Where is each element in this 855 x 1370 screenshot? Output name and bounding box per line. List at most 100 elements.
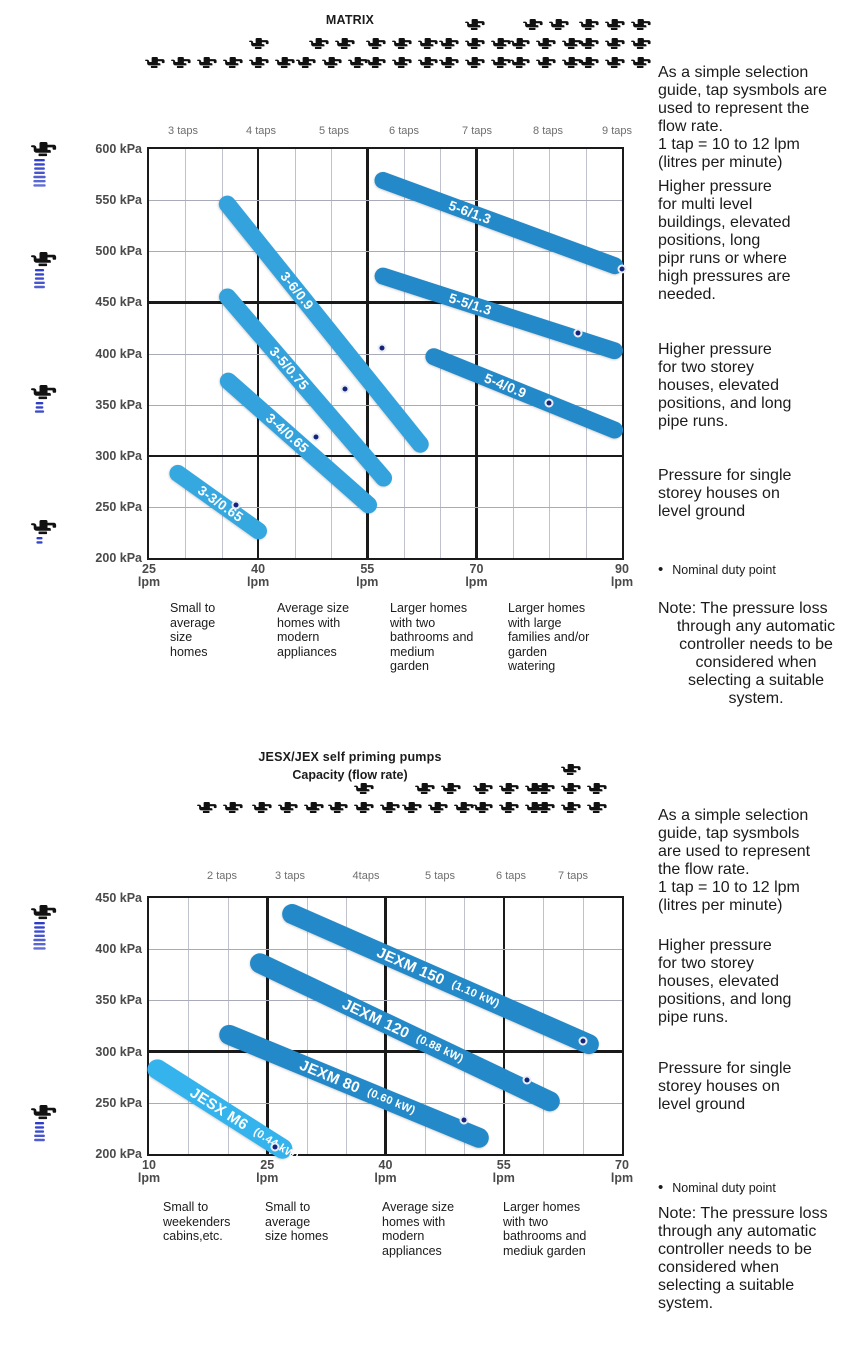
tap-count-label: 4 taps <box>246 125 276 137</box>
tap-icon <box>605 57 629 75</box>
x-axis-unit-label: lpm <box>374 1171 397 1186</box>
tap-icon <box>366 57 390 75</box>
tap-group-3: 3 taps <box>141 57 225 138</box>
tap-icon <box>439 38 463 56</box>
tap-icon <box>536 38 560 56</box>
tap-icon <box>454 802 478 820</box>
gridline-major-y <box>149 454 622 457</box>
tap-icon <box>561 764 585 782</box>
x-axis-tick-value: 70 <box>615 1158 629 1172</box>
curve-label: 3-5/0.75 <box>266 343 312 393</box>
gridline-minor-x <box>582 898 584 1154</box>
curve-label: JEXM 120 <box>340 995 413 1043</box>
tap-icon <box>562 38 586 56</box>
note-line: 1 tap = 10 to 12 lpm <box>658 879 800 896</box>
tap-icon <box>354 783 378 801</box>
tap-icon <box>491 38 515 56</box>
tap-icon <box>322 57 346 75</box>
gridline-minor-y <box>149 1000 622 1002</box>
tap-count-label: 9 taps <box>602 125 632 137</box>
tap-icon <box>605 38 629 56</box>
tap-icon <box>465 19 489 37</box>
tap-icon <box>428 802 452 820</box>
footnote-head: Note: The pressure loss <box>658 600 828 617</box>
nominal-duty-point <box>270 1142 280 1152</box>
curve-power-label: (0.88 kW) <box>414 1032 466 1066</box>
gridline-minor-x <box>424 898 426 1154</box>
chart2-legend: • Nominal duty point <box>658 1179 776 1196</box>
tap-group-4: 4taps <box>324 783 408 883</box>
nominal-duty-point <box>617 264 627 274</box>
tap-count-label: 3 taps <box>275 870 305 882</box>
tap-icon <box>380 802 404 820</box>
gridline-major-y <box>149 1050 622 1053</box>
tap-group-7: 7 taps <box>435 19 519 138</box>
x-axis-tick-value: 40 <box>378 1158 393 1172</box>
flow-indicator-tap-icon-1 <box>30 142 64 197</box>
y-axis-tick-label: 450 kPa <box>95 295 142 310</box>
tap-icon <box>278 802 302 820</box>
y-axis-tick-label: 600 kPa <box>95 142 142 156</box>
tap-group-5: 5 taps <box>292 38 376 138</box>
tap-icon <box>392 57 416 75</box>
curve-label: 3-6/0.9 <box>277 268 317 313</box>
tap-icon <box>223 57 247 75</box>
chart2-category-captions: Small to weekenders cabins,etc. Small to … <box>0 700 700 1258</box>
note-line: As a simple selection <box>658 807 809 824</box>
tap-icon <box>605 19 629 37</box>
tap-count-label: 5 taps <box>319 125 349 137</box>
pump-curve-band: 5-5/1.3 <box>371 265 625 362</box>
pump-curve-band: 5-4/0.9 <box>422 345 626 442</box>
gridline-minor-y <box>149 251 622 253</box>
x-axis-tick-label: 40 lpm <box>247 562 269 589</box>
tap-count-label: 6 taps <box>496 870 526 882</box>
duty-point-bullet-icon: • <box>658 561 664 578</box>
tap-icon <box>535 802 559 820</box>
nominal-duty-point <box>522 1075 532 1085</box>
tap-count-label: 2 taps <box>207 870 237 882</box>
tap-icon <box>348 57 372 75</box>
tap-icon <box>145 57 169 75</box>
x-axis-unit-label: lpm <box>465 575 488 590</box>
y-axis-tick-label: 350 kPa <box>95 993 142 1008</box>
y-axis-tick-label: 300 kPa <box>95 1044 142 1059</box>
nominal-duty-point <box>544 398 554 408</box>
curve-label: JESX M6 <box>187 1083 252 1134</box>
y-axis-tick-label: 450 kPa <box>95 891 142 905</box>
tap-group-3: 3 taps <box>248 802 332 883</box>
x-axis-tick-label: 25 lpm <box>138 562 160 589</box>
tap-icon <box>499 802 523 820</box>
chart1-tap-header: 3 taps 4 taps 5 taps 6 taps 7 taps 8 taps 9 ta… <box>0 19 700 140</box>
chart2-footnote: Note: The pressure loss through any auto… <box>658 1205 854 1313</box>
tap-icon <box>354 802 378 820</box>
tap-icon <box>465 38 489 56</box>
tap-count-label: 3 taps <box>168 125 198 137</box>
application-category-caption: Average size homes with modern appliance… <box>382 1200 455 1258</box>
x-axis-tick-label: 40 lpm <box>374 1158 397 1186</box>
x-axis-unit-label: lpm <box>256 1171 279 1186</box>
note-line: flow rate. <box>658 118 723 135</box>
chart2-tap-note: As a simple selection guide, tap sysmbol… <box>658 807 854 915</box>
application-category-caption: Larger homes with two bathrooms and medi… <box>390 601 474 673</box>
flow-indicator-tap-icon-2 <box>30 252 64 307</box>
tap-icon <box>275 57 299 75</box>
curve-label: 5-5/1.3 <box>446 290 494 319</box>
application-category-caption: Larger homes with two bathrooms and medi… <box>503 1200 587 1258</box>
chart2-plot-area: 450 kPa 400 kPa 350 kPa 300 kPa 250 kPa 200 k… <box>95 891 633 1185</box>
chart2-mid-pressure-note: Higher pressure for two storey houses, e… <box>658 937 792 1026</box>
gridline-minor-x <box>464 898 466 1154</box>
note-line: 1 tap = 10 to 12 lpm <box>658 136 800 153</box>
tap-icon <box>491 57 515 75</box>
chart2-subtitle: Capacity (flow rate) <box>292 768 408 782</box>
x-axis-tick-value: 25 <box>142 562 156 576</box>
flow-indicator-tap-icon-2 <box>30 1105 64 1160</box>
application-category-caption: Small to average size homes <box>170 601 216 659</box>
tap-icon <box>304 802 328 820</box>
tap-icon <box>392 38 416 56</box>
tap-icon <box>335 38 359 56</box>
tap-icon <box>415 783 439 801</box>
duty-point-bullet-icon: • <box>658 1179 664 1196</box>
tap-icon <box>418 57 442 75</box>
tap-icon <box>535 783 559 801</box>
chart1-low-pressure-note: Pressure for single storey houses on lev… <box>658 467 792 520</box>
